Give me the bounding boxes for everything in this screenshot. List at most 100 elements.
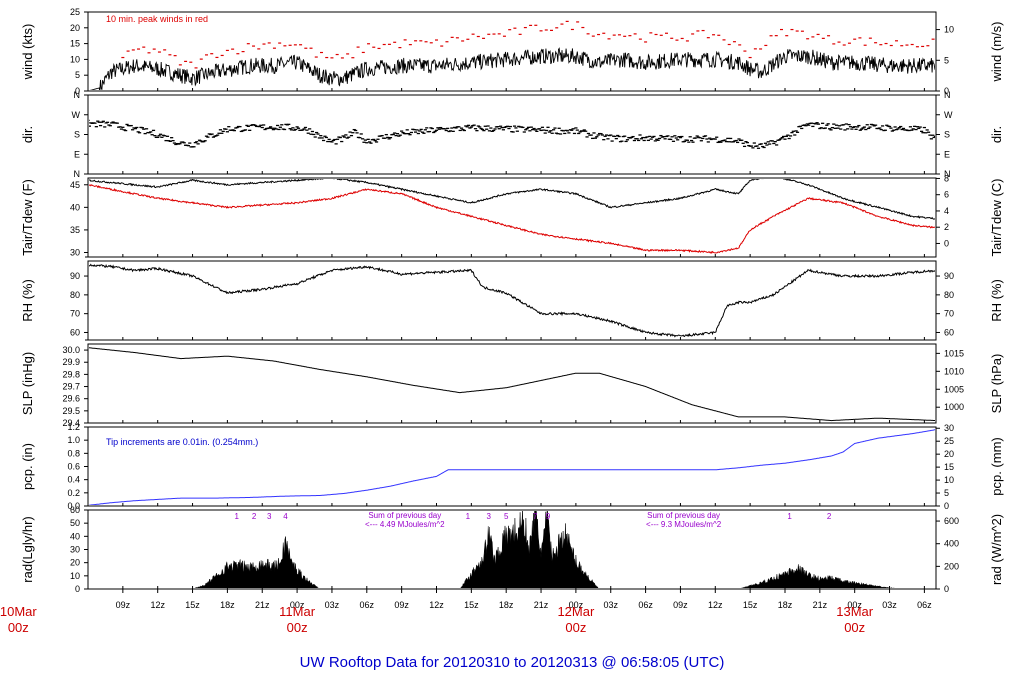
- y-tick-label: 40: [70, 531, 80, 541]
- y2-tick-label: 0: [944, 584, 949, 594]
- y-tick-label: 70: [70, 309, 80, 319]
- y2-tick-label: 80: [944, 290, 954, 300]
- panel-frame: [87, 260, 937, 341]
- y2-tick-label: 0: [944, 238, 949, 248]
- hour-marker: 3: [487, 512, 492, 521]
- y2-tick-label: 6: [944, 190, 949, 200]
- y-tick-label: 1.2: [67, 422, 80, 432]
- panel-rh: 60 70 80 90 60 70 80 90 RH (%) RH (%): [20, 260, 1004, 341]
- y2-tick-label: 10: [944, 475, 954, 485]
- series-solar-radiation: [194, 511, 895, 588]
- hour-marker: 4: [283, 512, 288, 521]
- y-tick-label: S: [74, 130, 80, 140]
- y-tick-label: 50: [70, 518, 80, 528]
- y2-tick-label: 25: [944, 436, 954, 446]
- y-tick-label: N: [74, 169, 81, 179]
- x-tick-label: 15z: [743, 600, 758, 610]
- y2-tick-label: 400: [944, 539, 959, 549]
- y2-axis-label: RH (%): [989, 279, 1004, 322]
- y-tick-label: 0.6: [67, 462, 80, 472]
- y2-tick-label: 5: [944, 55, 949, 65]
- panel-frame: [87, 94, 937, 175]
- y-tick-label: 0.2: [67, 488, 80, 498]
- y2-axis-label: pcp. (mm): [989, 437, 1004, 496]
- x-tick-label: 03z: [603, 600, 618, 610]
- y-tick-label: 20: [70, 23, 80, 33]
- y2-tick-label: 600: [944, 516, 959, 526]
- y-axis-label: wind (kts): [20, 24, 35, 81]
- y-tick-label: 0: [75, 86, 80, 96]
- tip-annotation: Tip increments are 0.01in. (0.254mm.): [106, 437, 258, 447]
- radiation-sum-note: <--- 9.3 MJoules/m^2: [646, 520, 722, 529]
- y-tick-label: 29.4: [62, 418, 80, 428]
- y-tick-label: 29.9: [62, 357, 80, 367]
- y-axis-label: rad(Lgly/hr): [20, 516, 35, 582]
- series-rh: [89, 263, 935, 338]
- y2-tick-label: 1015: [944, 348, 964, 358]
- day-label: 11Mar: [279, 604, 316, 619]
- y-tick-label: 35: [70, 225, 80, 235]
- x-tick-label: 15z: [464, 600, 479, 610]
- y2-tick-label: 0: [944, 501, 949, 511]
- x-tick-label: 03z: [882, 600, 897, 610]
- y2-tick-label: 200: [944, 561, 959, 571]
- x-tick-label: 09z: [673, 600, 688, 610]
- series-group: [89, 263, 935, 338]
- x-tick-label: 06z: [360, 600, 375, 610]
- y2-tick-label: 1010: [944, 366, 964, 376]
- y-tick-label: N: [74, 90, 81, 100]
- y2-tick-label: E: [944, 149, 950, 159]
- time-axis: 09z 12z 15z 18z 21z 00z 03z 06z 09z 12z 15z 18z 21z 0…: [0, 589, 932, 635]
- y2-tick-label: 8: [944, 173, 949, 183]
- x-tick-label: 21z: [255, 600, 270, 610]
- day-hour-label: 00z: [844, 620, 865, 635]
- series-group: [89, 119, 935, 149]
- day-hour-label: 00z: [287, 620, 308, 635]
- day-label: 10Mar: [0, 604, 37, 619]
- peak-annotation: 10 min. peak winds in red: [106, 14, 208, 24]
- y2-tick-label: 30: [944, 423, 954, 433]
- y2-tick-label: 70: [944, 309, 954, 319]
- y-tick-label: 30: [70, 247, 80, 257]
- y2-axis-label: SLP (hPa): [989, 354, 1004, 414]
- y-axis-label: RH (%): [20, 279, 35, 322]
- y2-tick-label: N: [944, 90, 951, 100]
- series-group: [89, 347, 935, 422]
- panel-pcp: 0.0 0.2 0.4 0.6 0.8 1.0 1.2 0 5 10 15 20 25 30 pcp. (i…: [20, 422, 1004, 511]
- y-tick-label: 10: [70, 571, 80, 581]
- hour-marker: 1: [787, 512, 792, 521]
- hour-marker: 1: [234, 512, 239, 521]
- radiation-sum-note: Sum of previous day: [368, 511, 441, 520]
- y-tick-label: E: [74, 149, 80, 159]
- day-label: 12Mar: [557, 604, 595, 619]
- y2-axis-label: dir.: [989, 126, 1004, 143]
- radiation-sum-note: <--- 4.49 MJoules/m^2: [365, 520, 445, 529]
- x-tick-label: 18z: [778, 600, 793, 610]
- x-tick-label: 12z: [429, 600, 444, 610]
- y2-tick-label: S: [944, 130, 950, 140]
- y2-tick-label: 60: [944, 327, 954, 337]
- y-tick-label: 0.4: [67, 475, 80, 485]
- y-tick-label: 20: [70, 558, 80, 568]
- panel-wind: 0 5 10 15 20 25 0 5 10 wind (kts) wind (m/s) 10 min…: [20, 7, 1004, 96]
- y-tick-label: 15: [70, 39, 80, 49]
- y2-tick-label: 15: [944, 462, 954, 472]
- x-tick-label: 12z: [708, 600, 723, 610]
- x-tick-label: 15z: [185, 600, 200, 610]
- x-tick-label: 09z: [116, 600, 131, 610]
- y-tick-label: W: [72, 110, 81, 120]
- y2-axis-label: rad (W/m^2): [989, 514, 1004, 585]
- x-tick-label: 21z: [534, 600, 549, 610]
- series-wind-speed: [89, 47, 935, 90]
- series-accumulated-precipitation: [89, 429, 935, 505]
- x-tick-label: 06z: [638, 600, 653, 610]
- x-tick-label: 03z: [325, 600, 340, 610]
- hour-marker: 7: [533, 512, 538, 521]
- series-slp: [89, 347, 935, 422]
- y-tick-label: 80: [70, 290, 80, 300]
- y2-tick-label: N: [944, 169, 951, 179]
- panel-frame: [87, 177, 937, 258]
- y-tick-label: 60: [70, 327, 80, 337]
